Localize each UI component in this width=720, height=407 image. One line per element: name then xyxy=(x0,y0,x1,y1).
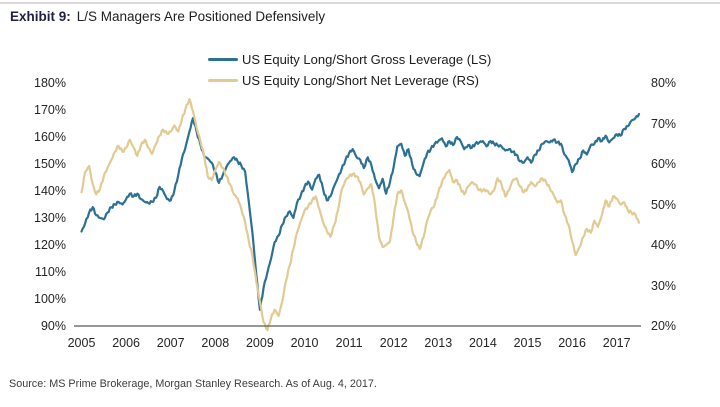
exhibit-title: Exhibit 9: L/S Managers Are Positioned De… xyxy=(10,9,325,25)
x-axis-tick: 2009 xyxy=(245,336,274,350)
y-left-tick: 110% xyxy=(34,265,66,279)
y-left-tick: 140% xyxy=(34,184,66,198)
source-note: Source: MS Prime Brokerage, Morgan Stanl… xyxy=(9,378,377,390)
y-right-tick: 80% xyxy=(651,76,677,90)
gross-leverage-line xyxy=(80,112,641,311)
y-right-tick: 20% xyxy=(651,319,677,333)
x-axis-tick: 2005 xyxy=(67,336,96,350)
y-left-tick: 120% xyxy=(34,238,66,252)
y-right-tick: 40% xyxy=(651,238,677,252)
legend-item-gross: US Equity Long/Short Gross Leverage (LS) xyxy=(208,49,491,70)
y-left-tick: 160% xyxy=(34,130,66,144)
legend-item-net: US Equity Long/Short Net Leverage (RS) xyxy=(208,70,491,91)
y-left-tick: 170% xyxy=(34,103,66,117)
y-left-tick: 130% xyxy=(34,211,66,225)
x-axis-tick: 2015 xyxy=(513,336,542,350)
x-axis-tick: 2006 xyxy=(112,336,140,350)
legend-label: US Equity Long/Short Gross Leverage (LS) xyxy=(242,52,492,67)
top-rule-divider xyxy=(0,2,720,4)
chart-legend: US Equity Long/Short Gross Leverage (LS)… xyxy=(208,49,491,91)
y-left-tick: 150% xyxy=(34,157,66,171)
x-axis-tick: 2010 xyxy=(290,336,319,350)
y-left-tick: 180% xyxy=(34,76,66,90)
x-axis-tick: 2013 xyxy=(424,336,453,350)
legend-label: US Equity Long/Short Net Leverage (RS) xyxy=(242,73,480,88)
y-right-tick: 70% xyxy=(651,116,677,131)
x-axis-tick: 2016 xyxy=(558,336,586,350)
x-axis-tick: 2017 xyxy=(602,336,631,350)
x-axis-tick: 2011 xyxy=(335,336,363,350)
y-left-tick: 90% xyxy=(40,319,66,333)
exhibit-title-text: L/S Managers Are Positioned Defensively xyxy=(76,9,326,24)
y-right-tick: 50% xyxy=(651,197,677,212)
legend-swatch-gross xyxy=(208,57,238,62)
x-axis-tick: 2014 xyxy=(468,336,497,350)
net-leverage-line xyxy=(80,98,641,332)
y-right-tick: 60% xyxy=(651,157,677,171)
x-axis-tick: 2012 xyxy=(379,336,408,350)
x-axis-tick: 2008 xyxy=(201,336,230,350)
exhibit-number-label: Exhibit 9: xyxy=(10,9,71,24)
y-right-tick: 30% xyxy=(651,278,677,293)
y-left-tick: 100% xyxy=(34,292,66,306)
x-axis-tick: 2007 xyxy=(156,336,185,350)
legend-swatch-net xyxy=(208,78,238,83)
